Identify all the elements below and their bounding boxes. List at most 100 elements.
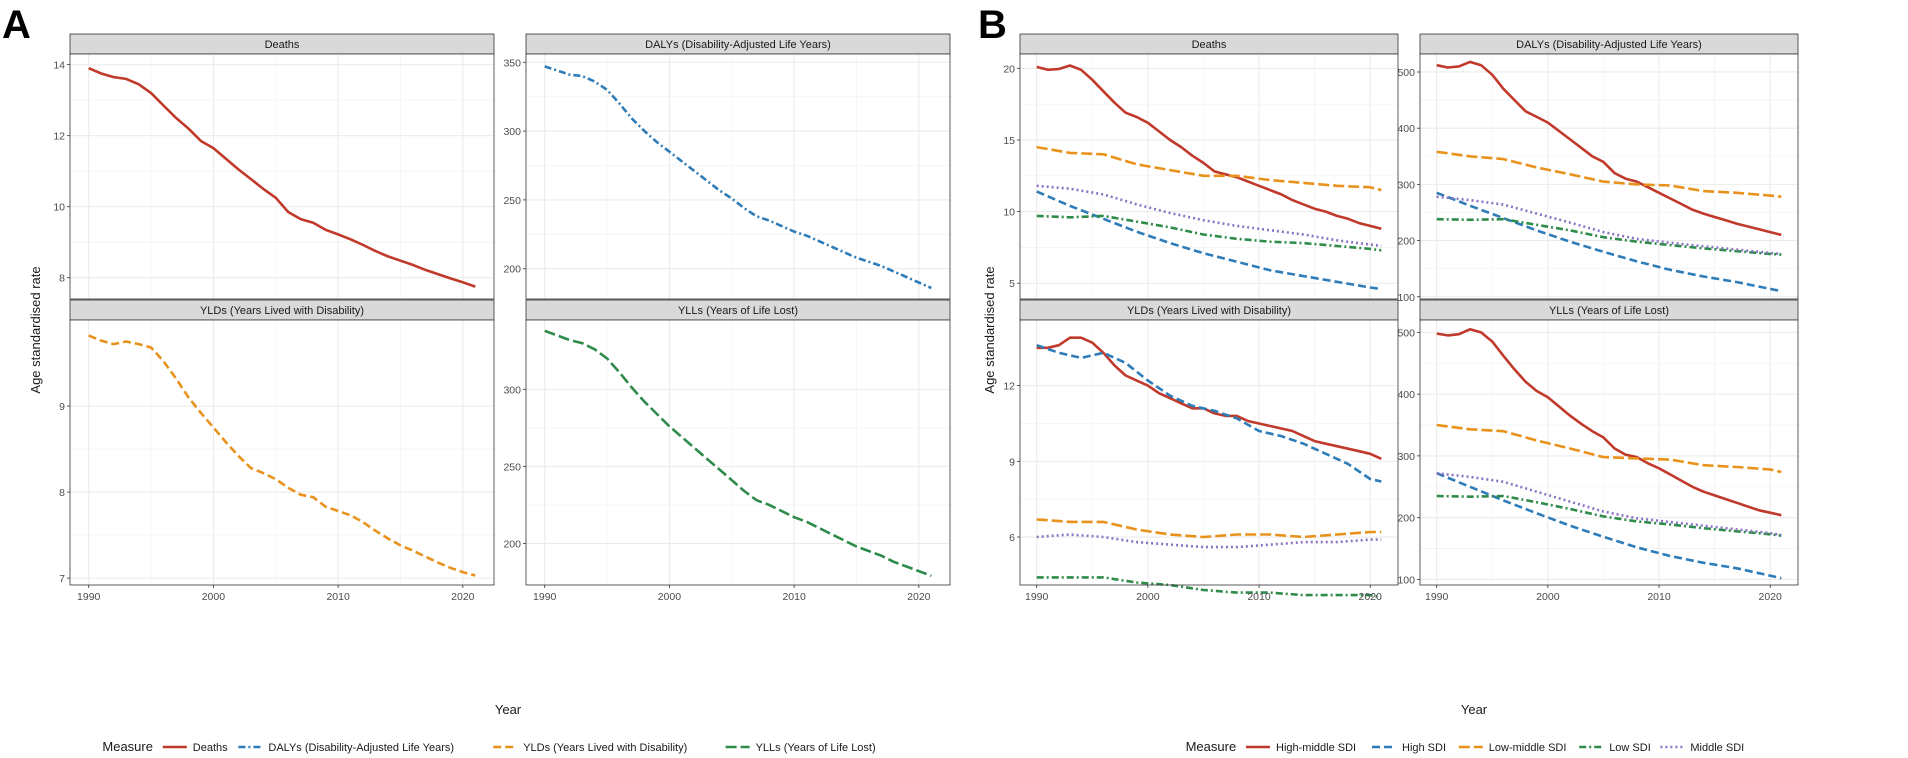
y-tick-label: 200	[503, 538, 521, 550]
facet-title: Deaths	[1192, 39, 1227, 51]
series-line-low-sdi	[1436, 217, 1782, 256]
series-line-high-middle-sdi	[1036, 336, 1382, 460]
x-tick-label: 2020	[907, 591, 931, 603]
series-line-high-sdi	[1036, 343, 1382, 483]
y-tick-label: 14	[53, 60, 65, 72]
x-tick-label: 2010	[326, 591, 350, 603]
series-line-low-middle-sdi	[1436, 150, 1782, 198]
y-tick-label: 300	[503, 126, 521, 138]
x-tick-label: 2020	[1759, 591, 1783, 603]
panel-b-facet-1: DALYs (Disability-Adjusted Life Years) 10…	[1397, 33, 1799, 304]
x-tick-label: 2000	[658, 591, 682, 603]
y-tick-label: 100	[1397, 292, 1415, 304]
legend-item-ylds-years-lived-with-disability: YLDs (Years Lived with Disability)	[493, 742, 687, 754]
facet-title: YLLs (Years of Life Lost)	[678, 305, 798, 317]
y-tick-label: 300	[503, 384, 521, 396]
y-tick-label: 12	[1003, 381, 1015, 393]
series-line-low-middle-sdi	[1036, 145, 1382, 192]
series-line-middle-sdi	[1036, 533, 1382, 549]
panel-label-a: A	[2, 3, 31, 47]
x-tick-label: 2010	[782, 591, 806, 603]
x-tick-label: 1990	[1025, 591, 1049, 603]
facet-title: YLLs (Years of Life Lost)	[1549, 305, 1669, 317]
series-line-low-sdi	[1036, 576, 1382, 599]
legend-label: Low-middle SDI	[1489, 742, 1567, 754]
y-tick-label: 300	[1397, 451, 1415, 463]
x-tick-label: 2010	[1247, 591, 1271, 603]
y-tick-label: 300	[1397, 179, 1415, 191]
series-line-middle-sdi	[1436, 471, 1782, 537]
y-tick-label: 15	[1003, 135, 1015, 147]
plot-area: Deaths 8 10 12 14 DALYs (Disability-Adjusted …	[53, 33, 1799, 603]
y-tick-label: 7	[59, 573, 65, 585]
panel-a-x-axis-title: Year	[495, 702, 522, 717]
series-line-low-middle-sdi	[1036, 518, 1382, 539]
y-tick-label: 200	[1397, 513, 1415, 525]
legend-label: Middle SDI	[1690, 742, 1744, 754]
x-tick-label: 2010	[1647, 591, 1671, 603]
legend-title: Measure	[1186, 739, 1237, 754]
y-tick-label: 200	[1397, 236, 1415, 248]
x-tick-label: 1990	[533, 591, 557, 603]
x-tick-label: 2020	[1359, 591, 1383, 603]
y-tick-label: 8	[59, 273, 65, 285]
y-tick-label: 12	[53, 131, 65, 143]
panel-frame	[1019, 319, 1399, 586]
y-tick-label: 400	[1397, 123, 1415, 135]
y-tick-label: 6	[1009, 532, 1015, 544]
panel-a-facet-2: YLDs (Years Lived with Disability) 7 8 9 199…	[59, 299, 495, 603]
legend-item-ylls-years-of-life-lost: YLLs (Years of Life Lost)	[725, 742, 876, 754]
legend-label: High SDI	[1402, 742, 1446, 754]
legend-item-low-middle-sdi: Low-middle SDI	[1458, 742, 1567, 754]
panel-background	[1420, 320, 1798, 585]
legend-label: Deaths	[193, 742, 228, 754]
legend-item-deaths: Deaths	[162, 742, 228, 754]
panel-b-facet-0: Deaths 5 10 15 20	[1003, 33, 1399, 300]
panel-a-y-axis-title: Age standardised rate	[28, 266, 43, 393]
facet-title: Deaths	[265, 39, 300, 51]
panel-background	[70, 320, 494, 585]
panel-frame	[525, 319, 951, 586]
series-line-dalys-disability-adjusted-life-years-	[544, 65, 932, 290]
series-line-ylds-years-lived-with-disability-	[88, 334, 476, 577]
panel-frame	[1019, 53, 1399, 300]
panel-background	[1020, 320, 1398, 585]
y-tick-label: 5	[1009, 278, 1015, 290]
panel-background	[526, 320, 950, 585]
legend-label: High-middle SDI	[1276, 742, 1356, 754]
legends: Measure Deaths DALYs (Disability-Adjusted …	[102, 739, 1744, 754]
panel-b-x-axis-title: Year	[1461, 702, 1488, 717]
y-tick-label: 500	[1397, 327, 1415, 339]
y-tick-label: 8	[59, 487, 65, 499]
panel-a-facet-1: DALYs (Disability-Adjusted Life Years) 20…	[503, 33, 951, 300]
series-line-high-sdi	[1436, 471, 1782, 580]
facet-title: YLDs (Years Lived with Disability)	[200, 305, 364, 317]
series-line-deaths	[88, 67, 476, 288]
legend-title: Measure	[102, 739, 153, 754]
panel-frame	[525, 53, 951, 300]
legend-item-high-middle-sdi: High-middle SDI	[1246, 742, 1356, 754]
series-line-high-middle-sdi	[1436, 60, 1782, 237]
panel-b-legend: Measure High-middle SDI High SDI Low-middle…	[1186, 739, 1745, 754]
series-line-high-middle-sdi	[1436, 327, 1782, 517]
y-tick-label: 250	[503, 195, 521, 207]
facet-title: DALYs (Disability-Adjusted Life Years)	[1516, 39, 1702, 51]
series-line-high-middle-sdi	[1036, 64, 1382, 231]
series-line-middle-sdi	[1436, 195, 1782, 256]
y-tick-label: 100	[1397, 574, 1415, 586]
panel-background	[1420, 54, 1798, 299]
y-tick-label: 10	[53, 202, 65, 214]
legend-item-dalys-disability-adjusted-life-years: DALYs (Disability-Adjusted Life Years)	[238, 742, 454, 754]
x-tick-label: 1990	[1425, 591, 1449, 603]
panel-b-facet-2: YLDs (Years Lived with Disability) 6 9 12 19…	[1003, 299, 1399, 603]
panel-background	[70, 54, 494, 299]
series-line-low-sdi	[1036, 214, 1382, 252]
y-tick-label: 9	[1009, 456, 1015, 468]
y-tick-label: 20	[1003, 63, 1015, 75]
legend-item-low-sdi: Low SDI	[1579, 742, 1651, 754]
panel-frame	[1419, 319, 1799, 586]
y-tick-label: 200	[503, 264, 521, 276]
facet-title: DALYs (Disability-Adjusted Life Years)	[645, 39, 831, 51]
series-line-low-sdi	[1436, 494, 1782, 537]
